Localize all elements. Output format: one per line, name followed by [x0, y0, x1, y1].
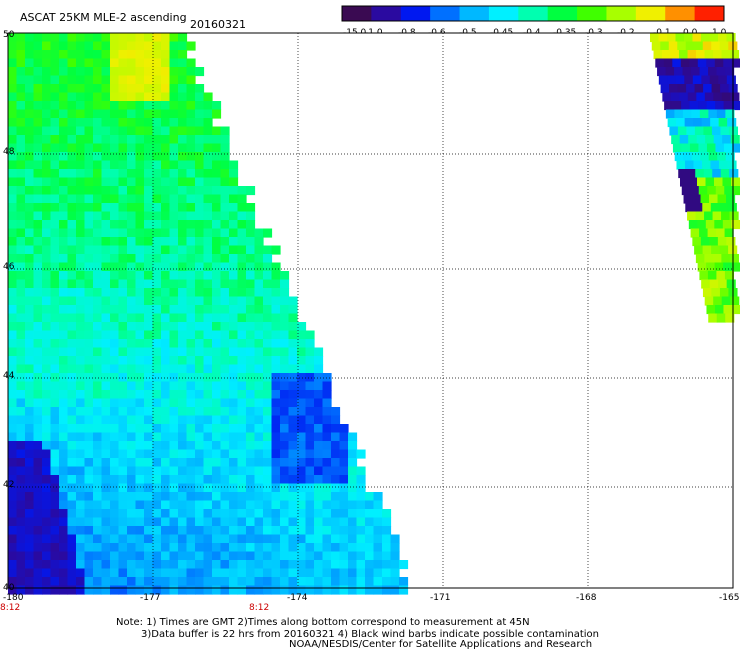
lat-label: 40 — [3, 583, 15, 593]
lon-label: -165 — [719, 593, 739, 603]
lon-label: -180 — [3, 593, 24, 603]
map-frame — [7, 32, 734, 589]
colorbar-swatch — [518, 6, 549, 21]
colorbar-swatch — [430, 6, 461, 21]
time-label: 8:12 — [249, 603, 269, 613]
latitude-labels: 50 48 46 44 42 40 — [3, 30, 15, 593]
swath-right — [650, 33, 740, 323]
lon-label: -168 — [576, 593, 597, 603]
colorbar-swatch — [694, 6, 725, 21]
colorbar-swatch — [606, 6, 637, 21]
lat-label: 44 — [3, 371, 15, 381]
figure-title: ASCAT 25KM MLE-2 ascending — [20, 11, 187, 24]
colorbar-swatch — [342, 6, 372, 21]
colorbar-swatch — [459, 6, 490, 21]
swath-left — [8, 33, 409, 595]
lat-label: 42 — [3, 480, 14, 490]
lon-label: -174 — [287, 593, 308, 603]
colorbar — [341, 5, 725, 22]
time-label: 8:12 — [0, 603, 20, 613]
figure-date: 20160321 — [190, 18, 246, 31]
longitude-labels: -180 -177 -174 -171 -168 -165 — [3, 593, 739, 603]
lat-label: 48 — [3, 147, 15, 157]
note-line-2: 3)Data buffer is 22 hrs from 20160321 4)… — [141, 629, 599, 640]
colorbar-swatch — [371, 6, 402, 21]
note-line-3: NOAA/NESDIS/Center for Satellite Applica… — [289, 639, 593, 650]
colorbar-swatch — [400, 6, 431, 21]
note-line-1: Note: 1) Times are GMT 2)Times along bot… — [116, 617, 530, 628]
colorbar-swatch — [547, 6, 578, 21]
colorbar-swatch — [577, 6, 607, 21]
lon-label: -177 — [140, 593, 160, 603]
lat-label: 50 — [3, 30, 15, 40]
lat-label: 46 — [3, 262, 15, 272]
colorbar-swatch — [635, 6, 666, 21]
colorbar-swatch — [488, 6, 519, 21]
lon-label: -171 — [430, 593, 450, 603]
map-gridlines — [8, 33, 733, 588]
colorbar-swatch — [665, 6, 696, 21]
